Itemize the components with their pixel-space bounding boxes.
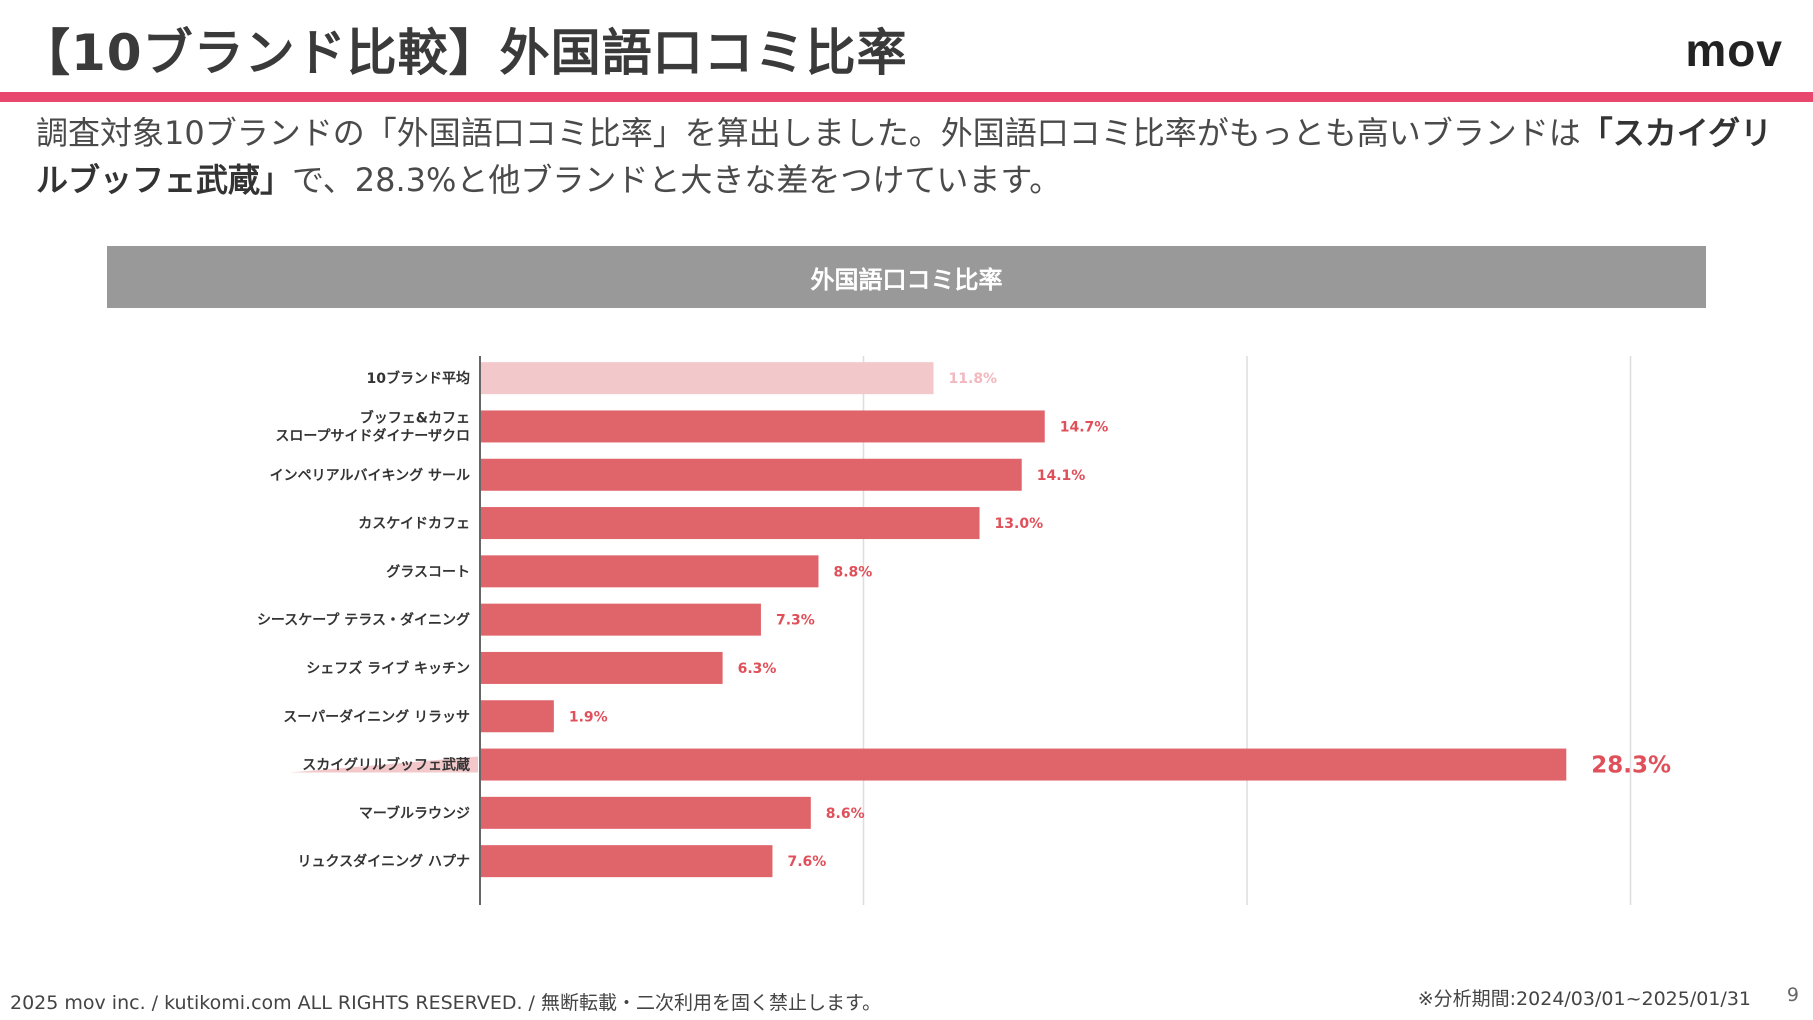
category-label: ブッフェ&カフェ [360, 409, 470, 426]
bar [481, 845, 773, 878]
data-label: 13.0% [995, 516, 1044, 532]
footer-copyright: 2025 mov inc. / kutikomi.com ALL RIGHTS … [10, 992, 882, 1014]
data-label: 8.6% [826, 806, 865, 822]
data-label: 14.7% [1060, 419, 1109, 435]
data-label: 11.8% [949, 371, 998, 387]
bar [481, 362, 934, 395]
page-title: 【10ブランド比較】外国語口コミ比率 [20, 24, 908, 82]
category-label: インペリアルバイキング サール [270, 467, 470, 484]
description-text-post: で、28.3%と他ブランドと大きな差をつけています。 [292, 161, 1062, 199]
category-label: 10ブランド平均 [367, 370, 470, 387]
bar [481, 507, 980, 540]
bar [481, 796, 811, 829]
data-label: 14.1% [1037, 468, 1086, 484]
data-label: 7.6% [787, 854, 826, 870]
accent-divider [0, 92, 1813, 102]
category-label: スロープサイドダイナーザクロ [275, 427, 470, 444]
data-label: 28.3% [1591, 753, 1671, 779]
category-label: マーブルラウンジ [359, 805, 470, 822]
bar [481, 410, 1045, 443]
chart-header: 外国語口コミ比率 [107, 246, 1706, 308]
category-label: シェフズ ライブ キッチン [306, 660, 470, 677]
bar [481, 748, 1567, 781]
footer-analysis-period: ※分析期間:2024/03/01~2025/01/31 [1417, 988, 1751, 1010]
category-label: リュクスダイニング ハプナ [298, 853, 470, 870]
data-label: 1.9% [569, 709, 608, 725]
category-label: スーパーダイニング リラッサ [283, 708, 470, 725]
highlight-marker [290, 756, 478, 773]
page-number: 9 [1786, 984, 1799, 1006]
data-label: 8.8% [833, 564, 872, 580]
bar-chart: 11.8% 10ブランド平均 14.7% ブッフェ&カフェスロープサイドダイナーザクロ… [257, 356, 1671, 905]
bar [481, 555, 819, 588]
bar [481, 700, 554, 733]
bar [481, 603, 761, 636]
bar [481, 651, 723, 684]
description: 調査対象10ブランドの「外国語口コミ比率」を算出しました。外国語口コミ比率がもっ… [36, 110, 1786, 204]
description-text-pre: 調査対象10ブランドの「外国語口コミ比率」を算出しました。外国語口コミ比率がもっ… [36, 114, 1581, 152]
category-label: スカイグリルブッフェ武蔵 [302, 757, 470, 774]
category-label: シースケープ テラス・ダイニング [257, 612, 470, 629]
data-label: 7.3% [776, 613, 815, 629]
mov-logo: mov [1685, 24, 1783, 76]
category-label: カスケイドカフェ [358, 516, 470, 532]
category-label: グラスコート [386, 563, 470, 580]
description-highlight-brand: 「スカイグリルブッフェ武蔵」 [36, 114, 1773, 199]
bar [481, 458, 1022, 491]
data-label: 6.3% [738, 661, 777, 677]
